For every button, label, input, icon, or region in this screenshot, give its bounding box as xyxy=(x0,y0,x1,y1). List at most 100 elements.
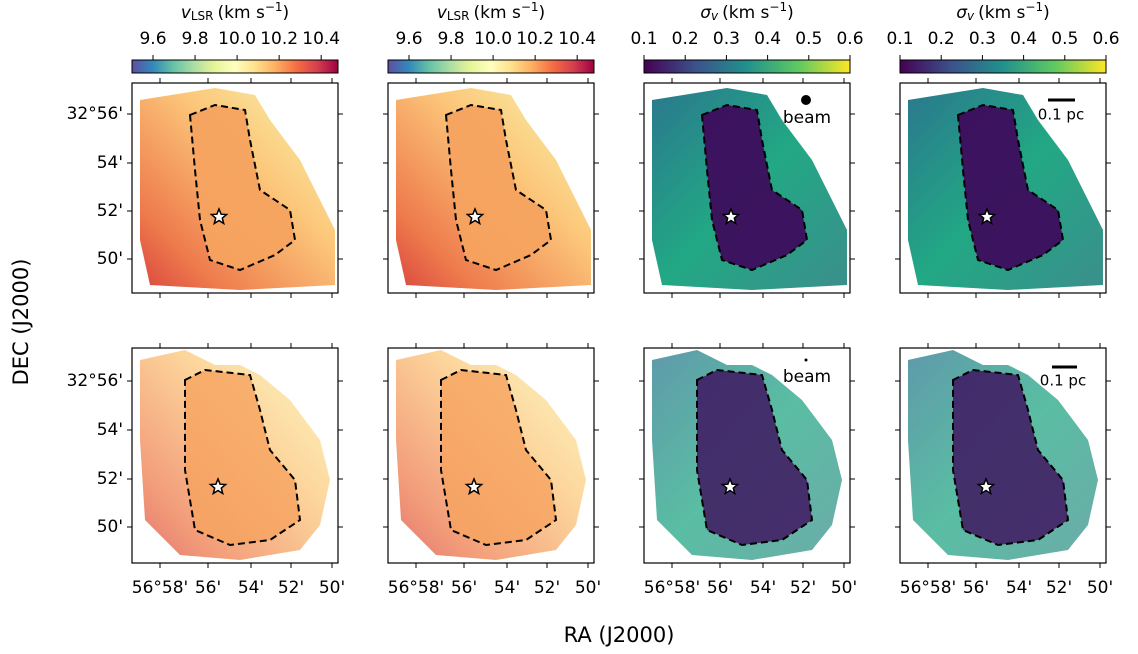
colorbar xyxy=(899,59,1107,74)
label-symbol: v xyxy=(181,3,192,23)
ra-tick-label: 56°58' xyxy=(388,578,444,598)
dec-tick-label: 50' xyxy=(97,249,123,269)
dec-tick-label: 32°56' xyxy=(67,371,123,391)
ra-tick-label: 54' xyxy=(494,578,520,598)
colorbar-tick-label: 0.6 xyxy=(836,29,863,49)
label-symbol: σ xyxy=(956,3,968,23)
label-exponent: −1 xyxy=(1025,0,1043,14)
ra-tick-label: 50' xyxy=(575,578,601,598)
map-core xyxy=(190,105,295,270)
label-symbol: v xyxy=(437,3,448,23)
ra-tick-label: 50' xyxy=(1087,578,1113,598)
label-close: ) xyxy=(539,3,546,23)
colorbar-tick-label: 0.1 xyxy=(630,29,657,49)
label-unit: (km s xyxy=(722,3,769,23)
panel-frame xyxy=(899,347,1107,564)
colorbar-tick-label: 0.3 xyxy=(969,29,996,49)
colorbar xyxy=(131,59,339,74)
ra-tick-label: 50' xyxy=(319,578,345,598)
panel-frame xyxy=(643,347,851,564)
ra-tick-label: 50' xyxy=(831,578,857,598)
contour xyxy=(440,368,558,547)
beam-label: beam xyxy=(783,367,831,387)
star-marker xyxy=(721,206,741,226)
label-close: ) xyxy=(283,3,290,23)
contour xyxy=(184,368,302,547)
colorbar-tick-label: 0.6 xyxy=(1092,29,1119,49)
label-close: ) xyxy=(787,3,794,23)
ra-tick-label: 52' xyxy=(1046,578,1072,598)
x-axis-label: RA (J2000) xyxy=(564,623,675,647)
star-marker xyxy=(464,476,484,496)
ra-tick-label: 54' xyxy=(750,578,776,598)
ra-tick-label: 56' xyxy=(963,578,989,598)
colorbar-tick-label: 9.6 xyxy=(139,29,166,49)
label-close: ) xyxy=(1043,3,1050,23)
star-marker xyxy=(208,476,228,496)
map-panel: 56°58' 56' 54' 52' 50' xyxy=(383,343,601,598)
colorbar-tick-label: 9.8 xyxy=(438,29,465,49)
dec-tick-label: 54' xyxy=(97,153,123,173)
label-exponent: −1 xyxy=(521,0,539,14)
scale-label: 0.1 pc xyxy=(1040,372,1086,390)
colorbar-tick-label: 0.5 xyxy=(795,29,822,49)
colorbar xyxy=(387,59,595,74)
ra-tick-label: 56' xyxy=(707,578,733,598)
label-subscript: LSR xyxy=(447,9,470,23)
colorbar-tick-label: 0.4 xyxy=(754,29,781,49)
colorbar-tick-label: 0.3 xyxy=(713,29,740,49)
colorbar-tick-label: 10.4 xyxy=(302,29,340,49)
map-panel: 32°56' 54' 52' 50' 56°58' 56' 54' 52' 50' xyxy=(67,343,345,598)
contour xyxy=(188,103,297,272)
map-panel: 32°56' 54' 52' 50' xyxy=(67,78,343,298)
colorbar-tick-label: 10.0 xyxy=(218,29,256,49)
label-subscript: v xyxy=(967,9,975,23)
map-core xyxy=(441,370,556,545)
ra-tick-label: 52' xyxy=(790,578,816,598)
panel-frame xyxy=(387,347,595,564)
colorbar-tick-label: 9.6 xyxy=(395,29,422,49)
colorbar-tick-label: 9.8 xyxy=(182,29,209,49)
colorbar-tick-label: 0.2 xyxy=(928,29,955,49)
beam-marker xyxy=(801,95,811,105)
contour xyxy=(444,103,553,272)
ra-tick-label: 52' xyxy=(534,578,560,598)
scale-label: 0.1 pc xyxy=(1038,106,1084,124)
dec-tick-label: 32°56' xyxy=(67,104,123,124)
panel-frame xyxy=(387,82,595,294)
label-exponent: −1 xyxy=(769,0,787,14)
label-subscript: LSR xyxy=(191,9,214,23)
map-panel: 0.1 pc xyxy=(895,78,1111,298)
contour xyxy=(700,103,809,272)
ra-tick-label: 56' xyxy=(195,578,221,598)
colorbar-tick-label: 10.2 xyxy=(516,29,554,49)
colorbar-tick-label: 0.2 xyxy=(672,29,699,49)
colorbar xyxy=(643,59,851,74)
map-panel: 56°58' 56' 54' 52' 50' 0.1 pc xyxy=(895,343,1113,598)
colorbar-tick-label: 0.1 xyxy=(886,29,913,49)
star-marker xyxy=(977,206,997,226)
star-marker xyxy=(976,476,996,496)
label-unit: (km s xyxy=(978,3,1025,23)
map-core xyxy=(446,105,551,270)
map-core xyxy=(185,370,300,545)
ra-tick-label: 56°58' xyxy=(132,578,188,598)
star-marker xyxy=(465,206,485,226)
dec-tick-label: 50' xyxy=(97,517,123,537)
dec-tick-label: 54' xyxy=(97,420,123,440)
label-subscript: v xyxy=(711,9,719,23)
beam-label: beam xyxy=(783,108,831,128)
map-panel: beam xyxy=(639,78,855,298)
contour xyxy=(952,368,1070,547)
label-symbol: σ xyxy=(700,3,712,23)
contour xyxy=(956,103,1065,272)
colorbar-label: σv (km s−1) xyxy=(956,0,1050,23)
colorbar-tick-label: 0.4 xyxy=(1010,29,1037,49)
star-marker xyxy=(209,206,229,226)
star-marker xyxy=(720,476,740,496)
ra-tick-label: 56°58' xyxy=(900,578,956,598)
map-core xyxy=(697,370,812,545)
colorbar-label: vLSR (km s−1) xyxy=(181,0,289,23)
panel-frame xyxy=(131,82,339,294)
